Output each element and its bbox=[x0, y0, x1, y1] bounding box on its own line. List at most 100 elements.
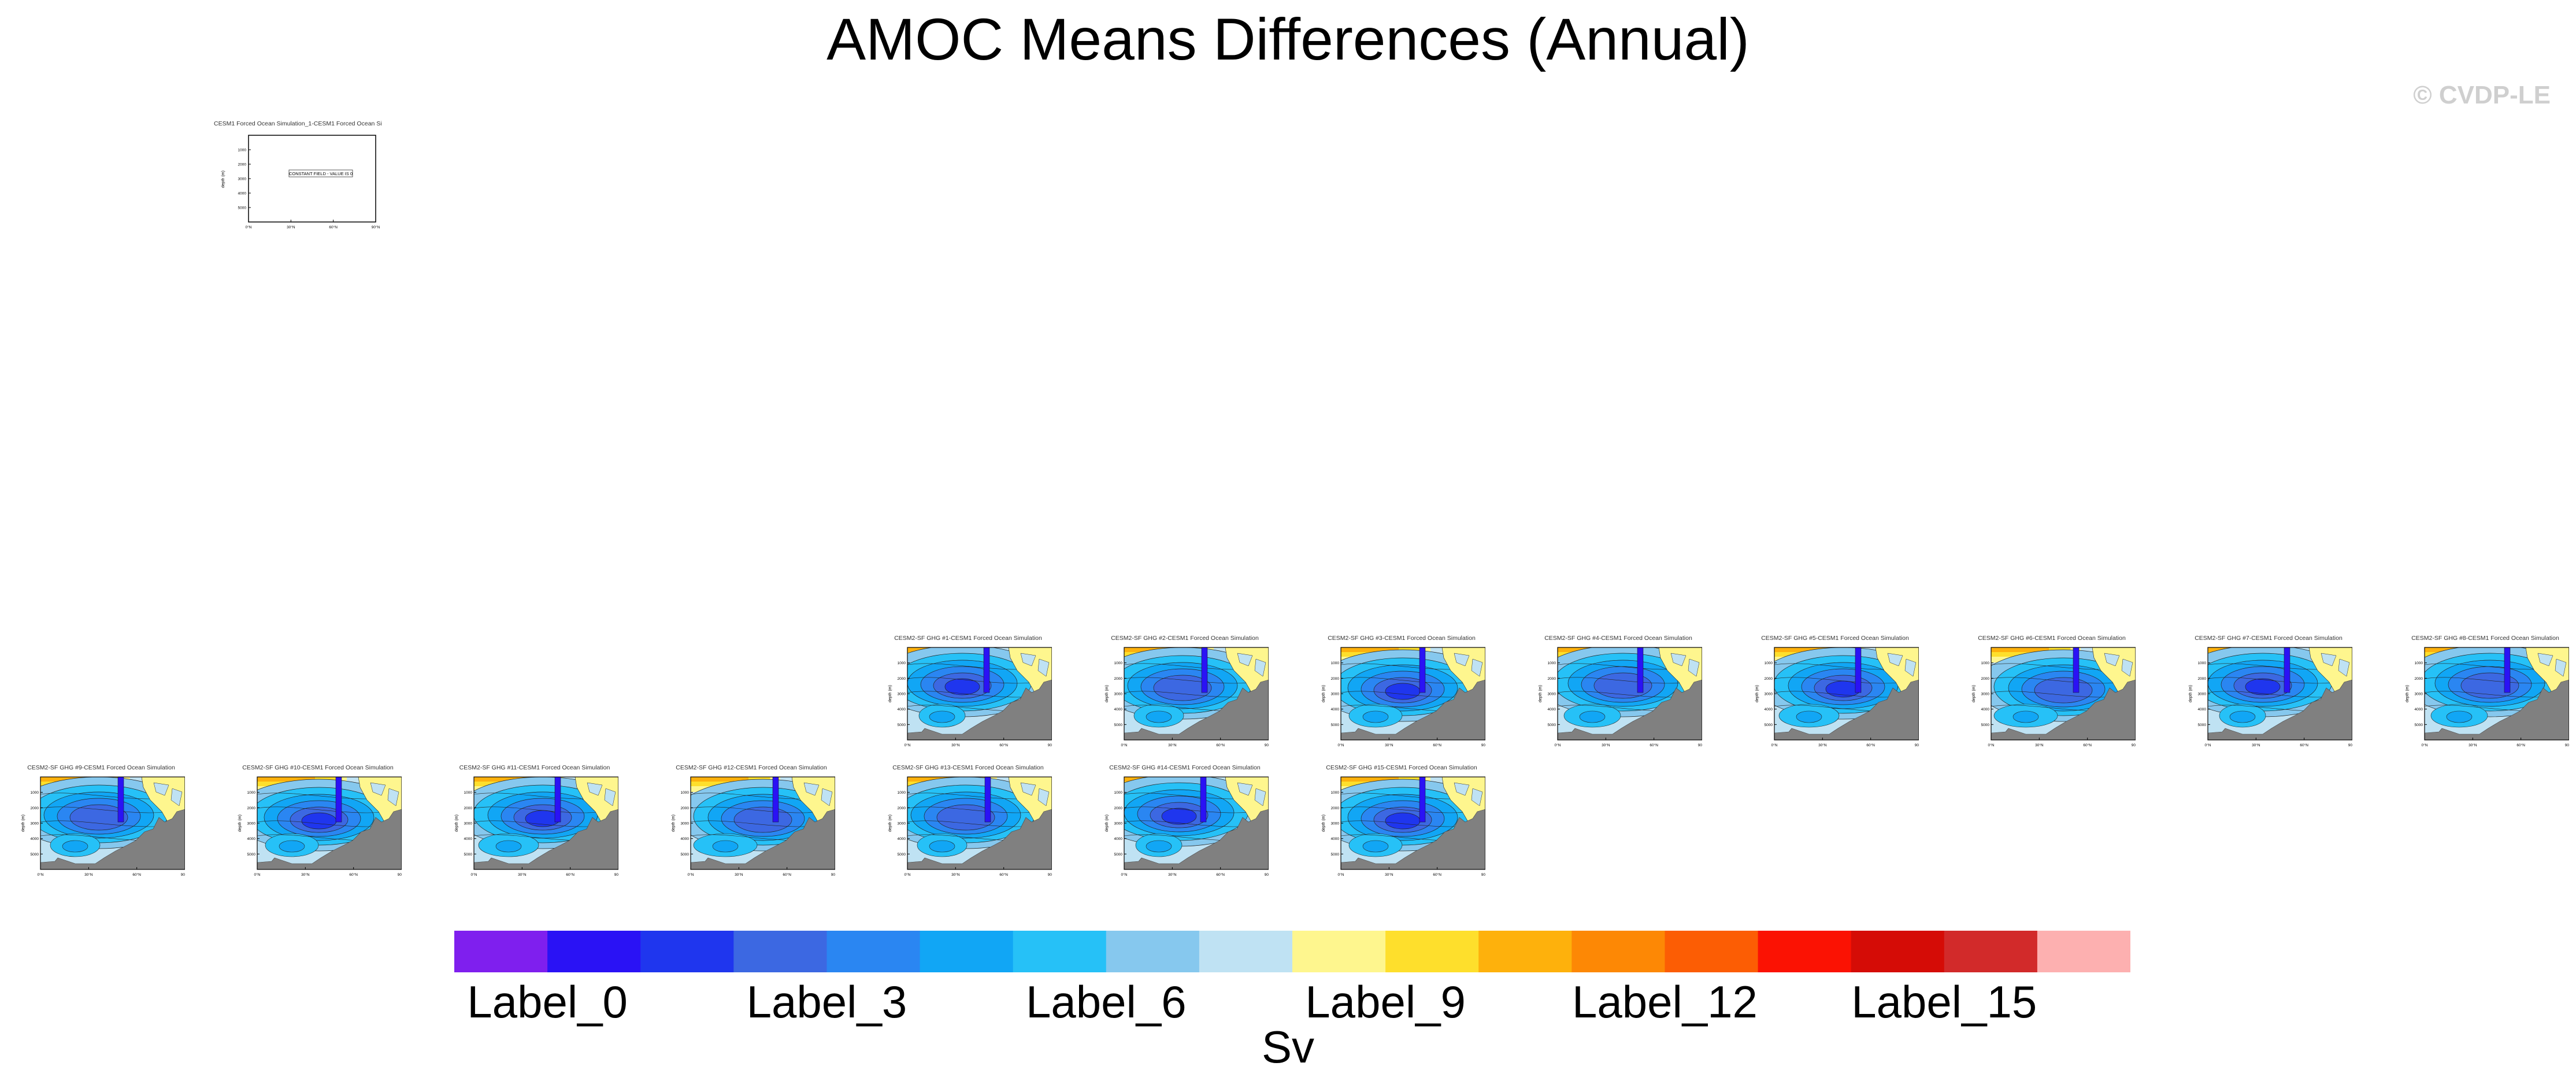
contour-cell bbox=[1161, 808, 1197, 825]
y-tick-label: 2000 bbox=[1114, 806, 1123, 810]
land-mask bbox=[1124, 809, 1269, 869]
x-tick-label: 30°N bbox=[84, 872, 93, 877]
x-tick-label: 0°N bbox=[1121, 872, 1128, 877]
amoc-panel: CESM2-SF GHG #10-CESM1 Forced Ocean Simu… bbox=[234, 764, 402, 883]
y-tick-label: 1000 bbox=[1114, 661, 1123, 665]
x-tick-label: 30°N bbox=[1602, 743, 1610, 747]
amoc-section-plot: depth (m) 1000 2000 3000 4000 5000 0°N 30°N 60°N… bbox=[1322, 647, 1485, 747]
land-mask bbox=[1341, 679, 1485, 740]
page-title: AMOC Means Differences (Annual) bbox=[826, 6, 1750, 72]
contour-cell bbox=[2245, 678, 2281, 695]
amoc-section-plot: depth (m) 1000 2000 3000 4000 5000 0°N 30°N 60°N… bbox=[238, 776, 402, 877]
y-axis-label: depth (m) bbox=[1755, 685, 1759, 702]
panel-title: CESM2-SF GHG #9-CESM1 Forced Ocean Simul… bbox=[27, 764, 175, 771]
amoc-section-plot: depth (m) 1000 2000 3000 4000 5000 0°N 30°N 60°N… bbox=[1105, 776, 1269, 877]
y-tick-label: 3000 bbox=[464, 822, 473, 826]
x-tick-label: 90°N bbox=[614, 872, 618, 877]
colorbar-swatch bbox=[1106, 931, 1200, 972]
y-tick-label: 5000 bbox=[1331, 853, 1340, 857]
y-tick-label: 5000 bbox=[247, 853, 256, 857]
y-tick-label: 5000 bbox=[681, 853, 690, 857]
amoc-panel: CESM2-SF GHG #3-CESM1 Forced Ocean Simul… bbox=[1318, 635, 1485, 753]
amoc-panel: CESM2-SF GHG #7-CESM1 Forced Ocean Simul… bbox=[2185, 635, 2352, 753]
y-tick-label: 2000 bbox=[681, 806, 690, 810]
y-tick-label: 3000 bbox=[1548, 693, 1556, 697]
y-tick-label: 5000 bbox=[1114, 853, 1123, 857]
amoc-panel: CESM2-SF GHG #2-CESM1 Forced Ocean Simul… bbox=[1101, 635, 1269, 753]
land-mask bbox=[40, 809, 185, 869]
land-mask bbox=[691, 809, 835, 869]
x-tick-label: 0°N bbox=[905, 872, 911, 877]
x-tick-label: 30°N bbox=[1385, 743, 1393, 747]
y-tick-label: 2000 bbox=[1548, 677, 1556, 681]
amoc-section-plot: depth (m) 1000 2000 3000 4000 5000 0°N 30°N 60°N… bbox=[1972, 647, 2136, 747]
x-tick-label: 0°N bbox=[2422, 743, 2428, 747]
amoc-section-plot: depth (m) 1000 2000 3000 4000 5000 0°N 30°N 60°N… bbox=[1105, 647, 1269, 747]
contour-cell bbox=[944, 678, 980, 695]
y-tick-label: 3000 bbox=[31, 822, 39, 826]
y-tick-label: 5000 bbox=[898, 723, 906, 727]
y-tick-label: 4000 bbox=[1331, 837, 1340, 841]
amoc-panel: CESM2-SF GHG #6-CESM1 Forced Ocean Simul… bbox=[1968, 635, 2136, 753]
y-tick-label: 2000 bbox=[898, 806, 906, 810]
y-tick-label: 4000 bbox=[1114, 837, 1123, 841]
panel-title: CESM2-SF GHG #1-CESM1 Forced Ocean Simul… bbox=[894, 635, 1042, 642]
y-axis-label: depth (m) bbox=[2405, 685, 2410, 702]
x-tick-label: 30°N bbox=[951, 872, 960, 877]
contour-cell bbox=[1385, 683, 1421, 700]
x-tick-label: 60°N bbox=[349, 872, 358, 877]
amoc-section-plot: depth (m) 1000 2000 3000 4000 5000 0°N 30°N 60°N… bbox=[2189, 647, 2352, 747]
colorbar-tick-label: Label_15 bbox=[1851, 976, 2037, 1027]
y-tick-label: 4000 bbox=[1981, 708, 1990, 712]
x-tick-label: 60°N bbox=[2300, 743, 2308, 747]
y-tick-label: 4000 bbox=[898, 837, 906, 841]
amoc-section-plot: depth (m) 1000 2000 3000 4000 5000 0°N 30°N 60°N… bbox=[1755, 647, 1919, 747]
amoc-panel: CESM2-SF GHG #14-CESM1 Forced Ocean Simu… bbox=[1101, 764, 1269, 883]
y-tick-label: 1000 bbox=[2198, 661, 2207, 665]
panel-title: CESM2-SF GHG #12-CESM1 Forced Ocean Simu… bbox=[676, 764, 827, 771]
amoc-panel: CESM2-SF GHG #9-CESM1 Forced Ocean Simul… bbox=[17, 764, 185, 883]
x-tick-label: 90°N bbox=[1048, 743, 1052, 747]
land-mask bbox=[1991, 679, 2136, 740]
panel-title: CESM2-SF GHG #6-CESM1 Forced Ocean Simul… bbox=[1978, 635, 2126, 642]
y-tick-label: 1000 bbox=[1331, 661, 1340, 665]
x-tick-label: 0°N bbox=[1338, 743, 1344, 747]
y-tick-label: 4000 bbox=[2415, 708, 2423, 712]
contour-cell bbox=[1385, 812, 1421, 830]
x-tick-label: 0°N bbox=[1771, 743, 1778, 747]
land-mask bbox=[2425, 679, 2569, 740]
amoc-panel: CESM2-SF GHG #13-CESM1 Forced Ocean Simu… bbox=[884, 764, 1052, 883]
amoc-section-plot: depth (m) 1000 2000 3000 4000 5000 0°N 30°N 60°N… bbox=[888, 776, 1052, 877]
x-tick-label: 60°N bbox=[999, 872, 1008, 877]
x-tick-label: 90°N bbox=[1481, 872, 1485, 877]
y-axis-label: depth (m) bbox=[888, 685, 892, 702]
colorbar-tick-label: Label_3 bbox=[746, 976, 907, 1027]
land-mask bbox=[1124, 679, 1269, 740]
amoc-panel: CESM2-SF GHG #5-CESM1 Forced Ocean Simul… bbox=[1751, 635, 1919, 753]
y-axis-label: depth (m) bbox=[221, 171, 225, 188]
y-tick-label: 1000 bbox=[247, 791, 256, 795]
x-tick-label: 60°N bbox=[1866, 743, 1875, 747]
panel-title: CESM2-SF GHG #11-CESM1 Forced Ocean Simu… bbox=[459, 764, 610, 771]
panel-title: CESM2-SF GHG #5-CESM1 Forced Ocean Simul… bbox=[1761, 635, 1909, 642]
contour-cell bbox=[1153, 675, 1212, 701]
amoc-section-plot: depth (m) 1000 2000 3000 4000 5000 0°N 30°N 60°N… bbox=[888, 647, 1052, 747]
y-tick-label: 1000 bbox=[1981, 661, 1990, 665]
contour-cell bbox=[301, 812, 337, 830]
y-tick-label: 1000 bbox=[898, 791, 906, 795]
amoc-panel: CESM2-SF GHG #8-CESM1 Forced Ocean Simul… bbox=[2401, 635, 2569, 753]
y-tick-label: 4000 bbox=[1331, 708, 1340, 712]
y-axis-label: depth (m) bbox=[2189, 685, 2193, 702]
x-tick-label: 60°N bbox=[1433, 743, 1441, 747]
y-tick-label: 1000 bbox=[2415, 661, 2423, 665]
amoc-panel: CESM2-SF GHG #1-CESM1 Forced Ocean Simul… bbox=[884, 635, 1052, 753]
y-tick-label: 5000 bbox=[898, 853, 906, 857]
x-tick-label: 60°N bbox=[329, 225, 338, 229]
y-tick-label: 4000 bbox=[1114, 708, 1123, 712]
y-tick-label: 1000 bbox=[31, 791, 39, 795]
y-tick-label: 3000 bbox=[898, 822, 906, 826]
x-tick-label: 0°N bbox=[1338, 872, 1344, 877]
x-tick-label: 30°N bbox=[2252, 743, 2260, 747]
x-tick-label: 0°N bbox=[246, 225, 252, 229]
land-mask bbox=[2208, 679, 2352, 740]
